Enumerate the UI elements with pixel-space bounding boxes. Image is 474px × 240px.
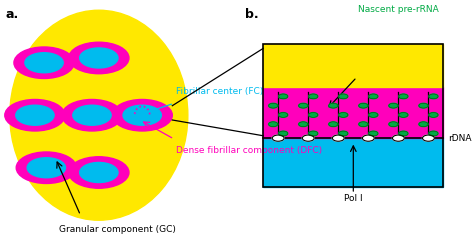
Circle shape (389, 122, 398, 127)
Circle shape (419, 122, 428, 127)
Circle shape (272, 135, 284, 141)
Circle shape (363, 135, 374, 141)
Circle shape (302, 135, 314, 141)
Circle shape (369, 94, 378, 99)
Circle shape (339, 94, 348, 99)
Circle shape (69, 157, 129, 188)
Circle shape (16, 105, 54, 125)
Circle shape (25, 53, 63, 73)
Text: Granular component (GC): Granular component (GC) (59, 225, 175, 234)
Circle shape (359, 122, 368, 127)
Circle shape (299, 122, 308, 127)
Circle shape (429, 131, 438, 136)
Text: b.: b. (245, 8, 258, 21)
Circle shape (309, 131, 318, 136)
Text: a.: a. (5, 8, 18, 21)
Circle shape (339, 131, 348, 136)
Bar (263, 44, 444, 187)
Circle shape (14, 47, 74, 78)
Circle shape (16, 152, 76, 183)
Text: Nascent pre-rRNA: Nascent pre-rRNA (358, 6, 439, 14)
Circle shape (369, 113, 378, 117)
Circle shape (279, 113, 288, 117)
Text: Pol I: Pol I (344, 194, 363, 203)
Circle shape (299, 103, 308, 108)
Circle shape (269, 122, 278, 127)
Text: Fibrillar center (FC): Fibrillar center (FC) (176, 87, 264, 96)
Circle shape (389, 103, 398, 108)
Circle shape (332, 135, 344, 141)
Circle shape (309, 113, 318, 117)
Text: rDNA: rDNA (448, 134, 472, 143)
Circle shape (328, 122, 338, 127)
Circle shape (369, 131, 378, 136)
Bar (263, 138, 444, 187)
Circle shape (27, 158, 65, 178)
Text: Dense fibrillar component (DFC): Dense fibrillar component (DFC) (176, 146, 322, 155)
Bar (263, 87, 444, 138)
Circle shape (279, 94, 288, 99)
Circle shape (392, 135, 404, 141)
Circle shape (62, 99, 122, 131)
Ellipse shape (10, 10, 188, 220)
Circle shape (422, 135, 434, 141)
Bar (263, 44, 444, 87)
Circle shape (80, 162, 118, 182)
Circle shape (419, 103, 428, 108)
Circle shape (328, 103, 338, 108)
Circle shape (73, 105, 111, 125)
Circle shape (399, 113, 408, 117)
Circle shape (339, 113, 348, 117)
Circle shape (399, 131, 408, 136)
Circle shape (429, 94, 438, 99)
Circle shape (399, 94, 408, 99)
Circle shape (309, 94, 318, 99)
Circle shape (112, 99, 173, 131)
Circle shape (80, 48, 118, 68)
Circle shape (5, 99, 65, 131)
Circle shape (359, 103, 368, 108)
Circle shape (69, 42, 129, 74)
Circle shape (429, 113, 438, 117)
Circle shape (123, 105, 161, 125)
Circle shape (279, 131, 288, 136)
Circle shape (269, 103, 278, 108)
